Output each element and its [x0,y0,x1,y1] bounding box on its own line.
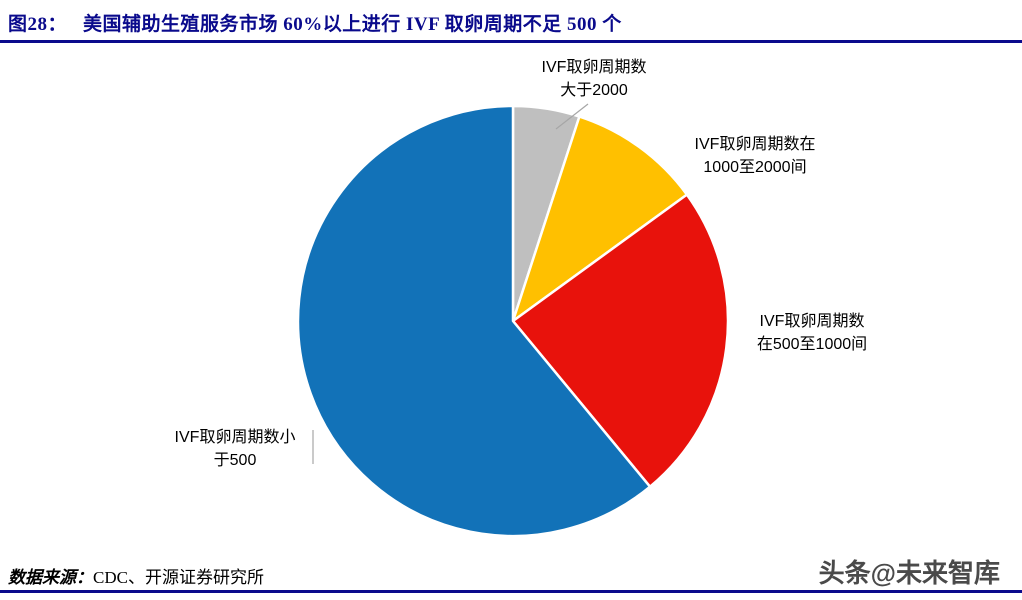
pie-slices [296,104,730,538]
bottom-rule [0,590,1022,593]
slice-label-gt2000: IVF取卵周期数 大于2000 [504,56,684,102]
slice-label-line: IVF取卵周期数 [541,59,647,76]
slice-label-line: IVF取卵周期数在 [694,136,816,153]
pie-slice-1000to2000 [511,115,689,323]
slice-label-line: 1000至2000间 [703,159,807,176]
data-source: 数据来源：CDC、开源证券研究所 [8,563,264,588]
figure-header: 图28： 美国辅助生殖服务市场 60%以上进行 IVF 取卵周期不足 500 个 [8,9,622,36]
leader-line-gt2000 [555,103,589,130]
data-source-label: 数据来源： [8,568,93,587]
pie-slice-lt500 [296,104,652,538]
slice-label-line: 在500至1000间 [756,336,868,353]
slice-label-line: IVF取卵周期数小 [174,429,296,446]
data-source-value: CDC、开源证券研究所 [93,568,264,587]
watermark: 头条@未来智库 [818,558,1000,588]
slice-label-line: IVF取卵周期数 [759,313,865,330]
slice-label-1000to2000: IVF取卵周期数在 1000至2000间 [655,133,855,179]
slice-label-line: 大于2000 [560,82,628,99]
slice-label-line: 于500 [213,452,257,469]
pie-chart-svg [296,103,730,538]
top-rule [0,40,1022,43]
slice-label-lt500: IVF取卵周期数小 于500 [140,426,330,472]
figure-title: 美国辅助生殖服务市场 60%以上进行 IVF 取卵周期不足 500 个 [83,14,622,35]
pie-slice-500to1000 [511,193,730,488]
slice-label-500to1000: IVF取卵周期数 在500至1000间 [712,310,912,356]
figure-number: 图28： [8,14,68,35]
